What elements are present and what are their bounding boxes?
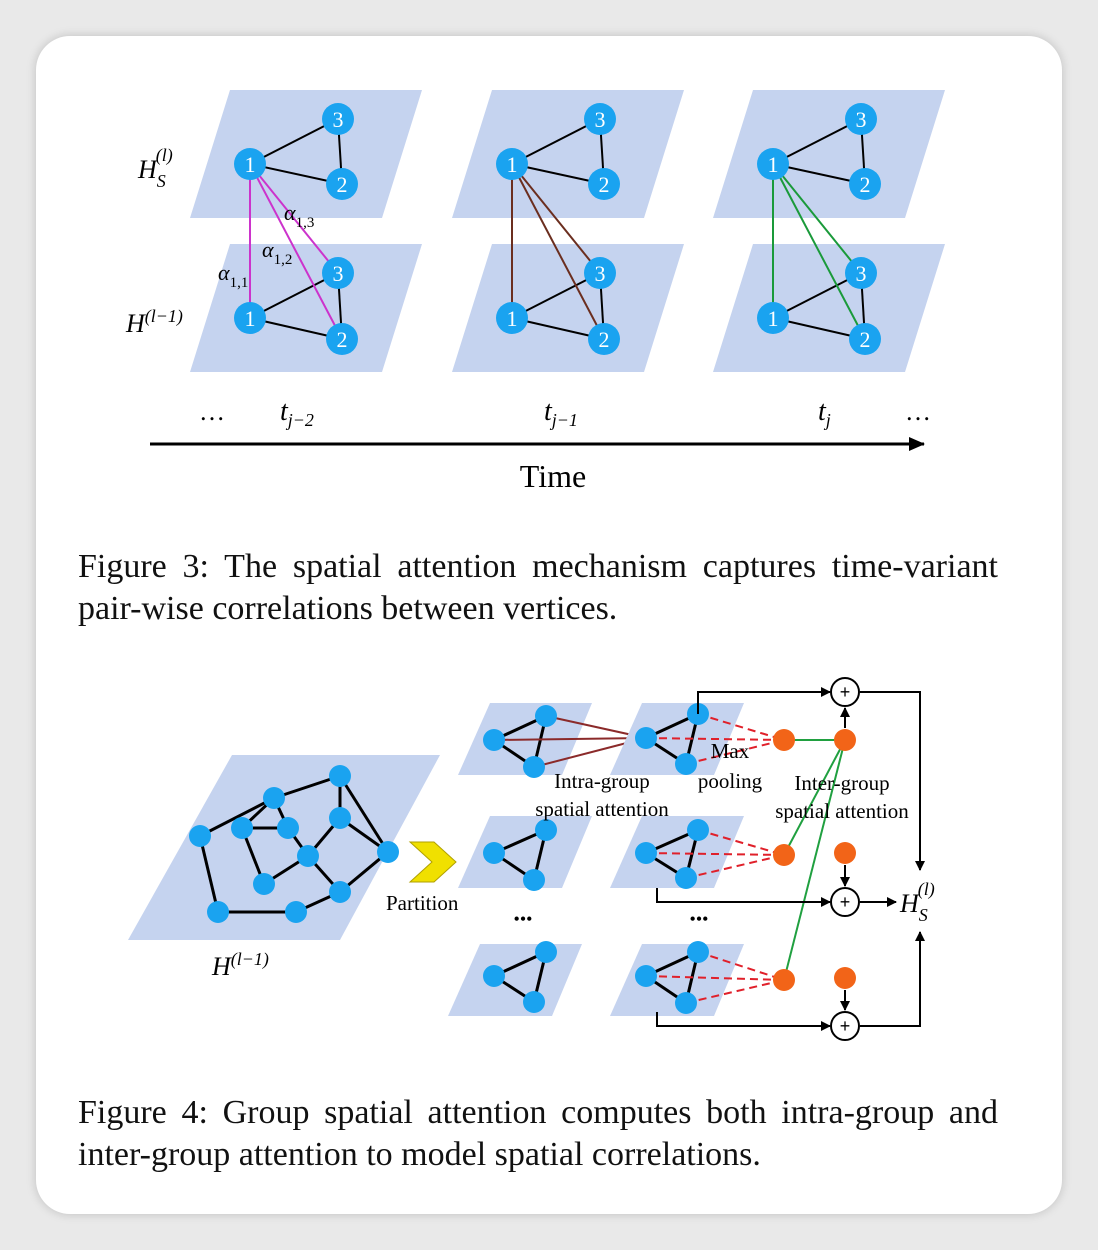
- layer-label-top: HS(l): [137, 145, 173, 191]
- nodes: [757, 103, 881, 355]
- intra-label-line1: Intra-group: [554, 769, 650, 793]
- layer-label-bottom: H(l−1): [125, 306, 183, 338]
- attention-lines: [249, 163, 343, 340]
- plane-top: [452, 90, 684, 218]
- frame-tj: 1 2 3 1 2 3: [713, 90, 945, 372]
- svg-text:1: 1: [768, 152, 779, 177]
- residual-connections: [656, 687, 925, 1031]
- svg-text:2: 2: [337, 172, 348, 197]
- plane-bottom: [713, 244, 945, 372]
- attention-lines: [511, 163, 605, 340]
- inter-label-line2: spatial attention: [775, 799, 909, 823]
- attention-lines: [772, 163, 866, 340]
- inter-label-line1: Inter-group: [794, 771, 889, 795]
- input-label: H(l−1): [211, 949, 269, 981]
- output-label: HS(l): [899, 879, 935, 925]
- time-label-tj-1: tj−1: [544, 396, 578, 430]
- dots-left: •••: [514, 909, 533, 929]
- input-graph: [128, 755, 440, 940]
- svg-text:2: 2: [337, 327, 348, 352]
- plane-bottom: [452, 244, 684, 372]
- frame-tj-2: 1 2 3 1 2 3 α1,1 α1,2 α1,3: [190, 90, 422, 372]
- max-label-line1: Max: [711, 739, 750, 763]
- figure-3-caption: Figure 3: The spatial attention mechanis…: [78, 548, 998, 627]
- node-labels: 1 2 3 1 2 3: [507, 107, 610, 352]
- nodes: [234, 103, 358, 355]
- svg-text:+: +: [840, 682, 851, 702]
- svg-text:+: +: [840, 892, 851, 912]
- nodes: [496, 103, 620, 355]
- figure-3: 1 2 3 1 2 3 α1,1 α1,2 α1,3: [125, 90, 945, 494]
- group-column-2: •••: [610, 703, 785, 1016]
- svg-text:3: 3: [856, 261, 867, 286]
- ellipsis-right: …: [905, 397, 931, 426]
- alpha-labels: α1,1 α1,2 α1,3: [218, 200, 314, 291]
- time-label-tj-2: tj−2: [280, 396, 314, 430]
- svg-text:3: 3: [595, 261, 606, 286]
- svg-text:1: 1: [507, 152, 518, 177]
- svg-text:2: 2: [860, 327, 871, 352]
- svg-text:2: 2: [599, 172, 610, 197]
- svg-text:3: 3: [333, 261, 344, 286]
- svg-text:α1,2: α1,2: [262, 237, 292, 268]
- svg-text:2: 2: [599, 327, 610, 352]
- dots-right: •••: [690, 909, 709, 929]
- svg-text:2: 2: [860, 172, 871, 197]
- group-column-1: •••: [448, 703, 647, 1016]
- max-label-line2: pooling: [698, 769, 763, 793]
- plane-bottom: [190, 244, 422, 372]
- node-labels: 1 2 3 1 2 3: [768, 107, 871, 352]
- svg-text:1: 1: [768, 306, 779, 331]
- ellipsis-left: …: [199, 397, 225, 426]
- svg-text:α1,3: α1,3: [284, 200, 314, 231]
- svg-text:1: 1: [245, 306, 256, 331]
- partition-label: Partition: [386, 891, 459, 915]
- figure-4: H(l−1) Partition •••: [128, 677, 935, 1041]
- plane-top: [190, 90, 422, 218]
- plane-top: [713, 90, 945, 218]
- sum-nodes: + + +: [830, 677, 860, 1041]
- partition-arrow: [408, 841, 457, 883]
- svg-text:1: 1: [245, 152, 256, 177]
- svg-text:α1,1: α1,1: [218, 260, 248, 291]
- intra-label-line2: spatial attention: [535, 797, 669, 821]
- time-axis-label: Time: [520, 458, 586, 494]
- svg-text:1: 1: [507, 306, 518, 331]
- node-labels: 1 2 3 1 2 3: [245, 107, 348, 352]
- pooling-lines: [645, 713, 785, 1004]
- frame-tj-1: 1 2 3 1 2 3: [452, 90, 684, 372]
- svg-text:3: 3: [333, 107, 344, 132]
- svg-text:3: 3: [595, 107, 606, 132]
- figure-4-caption: Figure 4: Group spatial attention comput…: [78, 1094, 998, 1173]
- pooled-nodes: [773, 729, 856, 991]
- input-plane: [128, 755, 440, 940]
- svg-text:+: +: [840, 1016, 851, 1036]
- time-label-tj: tj: [818, 396, 831, 430]
- fig4-labels: Intra-group spatial attention Max poolin…: [535, 739, 909, 823]
- svg-text:3: 3: [856, 107, 867, 132]
